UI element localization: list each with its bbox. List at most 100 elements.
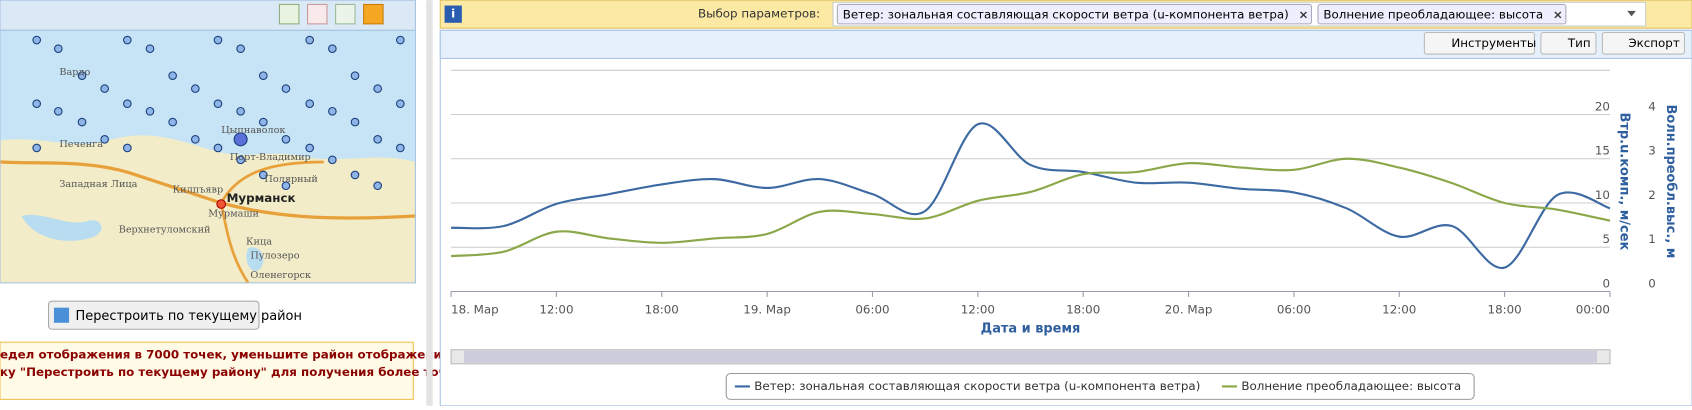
map-point[interactable] bbox=[168, 71, 177, 80]
legend-label[interactable]: Волнение преобладающее: высота bbox=[1241, 379, 1461, 393]
map-point[interactable] bbox=[32, 35, 42, 45]
map-label: Верхнетуломский bbox=[119, 224, 211, 235]
info-glyph: i bbox=[451, 7, 455, 21]
x-axis-title: Дата и время bbox=[981, 322, 1081, 337]
map-point[interactable] bbox=[53, 106, 63, 116]
y-tick-label: 15 bbox=[1595, 144, 1610, 158]
map-point[interactable] bbox=[350, 71, 360, 80]
chip-box bbox=[1317, 3, 1567, 25]
map-point[interactable] bbox=[32, 99, 42, 109]
map-point[interactable] bbox=[53, 44, 63, 54]
tools-button[interactable] bbox=[1423, 31, 1535, 55]
map-point[interactable] bbox=[281, 84, 291, 93]
map-point[interactable] bbox=[258, 170, 268, 180]
chip-remove[interactable]: × bbox=[1299, 8, 1309, 22]
x-tick-label: 18:00 bbox=[1488, 302, 1522, 316]
scroll-thumb[interactable] bbox=[464, 350, 1598, 363]
warning-text: ку "Перестроить по текущему району" для … bbox=[0, 365, 471, 379]
map-point[interactable] bbox=[373, 181, 382, 191]
y2-tick-label: 4 bbox=[1648, 99, 1656, 113]
tool-icon[interactable] bbox=[335, 3, 356, 25]
road bbox=[0, 160, 416, 220]
map-point[interactable] bbox=[236, 44, 245, 54]
map-point[interactable] bbox=[373, 84, 382, 93]
road bbox=[219, 160, 324, 284]
map[interactable]: Вардо Печенга Цыпнаволок Порт-Владимир Поляр… bbox=[0, 30, 416, 284]
rebuild-label: Перестроить по текущему район bbox=[76, 309, 302, 324]
type-label: Тип bbox=[1567, 36, 1591, 50]
map-point[interactable] bbox=[236, 155, 245, 165]
map-point[interactable] bbox=[100, 84, 109, 93]
map-point[interactable] bbox=[145, 106, 155, 116]
param-chip[interactable]: Ветер: зональная составляющая скорости в… bbox=[836, 3, 1313, 25]
legend bbox=[725, 372, 1475, 400]
tool-icon[interactable] bbox=[306, 3, 328, 25]
map-point-selected[interactable] bbox=[233, 132, 248, 147]
map-label: Оленегорск bbox=[250, 270, 311, 281]
export-label: Экспорт bbox=[1628, 36, 1680, 50]
info-icon[interactable] bbox=[444, 5, 462, 23]
map-point[interactable] bbox=[77, 71, 87, 80]
map-point[interactable] bbox=[123, 143, 132, 153]
warning-box bbox=[0, 341, 414, 400]
map-point[interactable] bbox=[305, 35, 315, 45]
map-label: Килпъявр bbox=[173, 185, 224, 196]
map-point[interactable] bbox=[190, 84, 200, 93]
map-label: Печенга bbox=[59, 139, 103, 150]
map-point[interactable] bbox=[396, 99, 405, 109]
y-tick-label: 10 bbox=[1595, 188, 1610, 202]
map-point[interactable] bbox=[190, 135, 200, 144]
map-point[interactable] bbox=[236, 106, 245, 116]
type-button[interactable] bbox=[1540, 31, 1597, 55]
map-point[interactable] bbox=[258, 117, 268, 127]
map-point[interactable] bbox=[123, 35, 132, 45]
tool-icon[interactable] bbox=[278, 3, 300, 25]
map-point[interactable] bbox=[350, 170, 360, 180]
map-label: Кица bbox=[246, 236, 272, 247]
map-point[interactable] bbox=[281, 181, 291, 191]
lake bbox=[21, 214, 264, 271]
map-point[interactable] bbox=[213, 143, 223, 153]
map-point[interactable] bbox=[305, 99, 315, 109]
map-point[interactable] bbox=[213, 35, 223, 45]
map-point[interactable] bbox=[213, 99, 223, 109]
map-point[interactable] bbox=[123, 99, 132, 109]
map-point[interactable] bbox=[305, 143, 315, 153]
map-point[interactable] bbox=[258, 71, 268, 80]
y2-tick-label: 0 bbox=[1648, 276, 1656, 290]
chip-remove[interactable]: × bbox=[1553, 8, 1563, 22]
x-tick-label: 18:00 bbox=[1066, 302, 1100, 316]
export-button[interactable] bbox=[1601, 31, 1685, 55]
tools-label: Инструменты bbox=[1451, 36, 1536, 50]
map-label: Мурмаши bbox=[208, 208, 259, 219]
map-label: Цыпнаволок bbox=[221, 125, 285, 136]
x-tick-label: 00:00 bbox=[1576, 302, 1610, 316]
map-frame bbox=[0, 29, 416, 284]
map-point[interactable] bbox=[396, 143, 405, 153]
rebuild-icon bbox=[53, 307, 70, 323]
splitter[interactable] bbox=[426, 0, 433, 406]
map-point[interactable] bbox=[145, 44, 155, 54]
param-chip[interactable]: Волнение преобладающее: высота × bbox=[1317, 3, 1567, 25]
tool-icon[interactable] bbox=[363, 3, 384, 25]
land bbox=[0, 135, 416, 283]
map-point[interactable] bbox=[100, 135, 109, 144]
map-label: Западная Лица bbox=[59, 179, 137, 190]
map-point[interactable] bbox=[396, 35, 405, 45]
map-point[interactable] bbox=[373, 135, 382, 144]
dropdown-arrow[interactable] bbox=[1627, 10, 1636, 17]
map-point[interactable] bbox=[328, 155, 337, 165]
map-point[interactable] bbox=[168, 117, 177, 127]
map-point[interactable] bbox=[350, 117, 360, 127]
map-point[interactable] bbox=[328, 44, 337, 54]
rebuild-button[interactable] bbox=[48, 300, 260, 330]
map-point[interactable] bbox=[281, 135, 291, 144]
map-point[interactable] bbox=[32, 143, 42, 153]
y-tick-label: 5 bbox=[1602, 232, 1610, 246]
map-point[interactable] bbox=[328, 106, 337, 116]
x-tick-label: 19. Мар bbox=[743, 302, 791, 316]
legend-label[interactable]: Ветер: зональная составляющая скорости в… bbox=[754, 379, 1200, 393]
map-point[interactable] bbox=[77, 117, 87, 127]
